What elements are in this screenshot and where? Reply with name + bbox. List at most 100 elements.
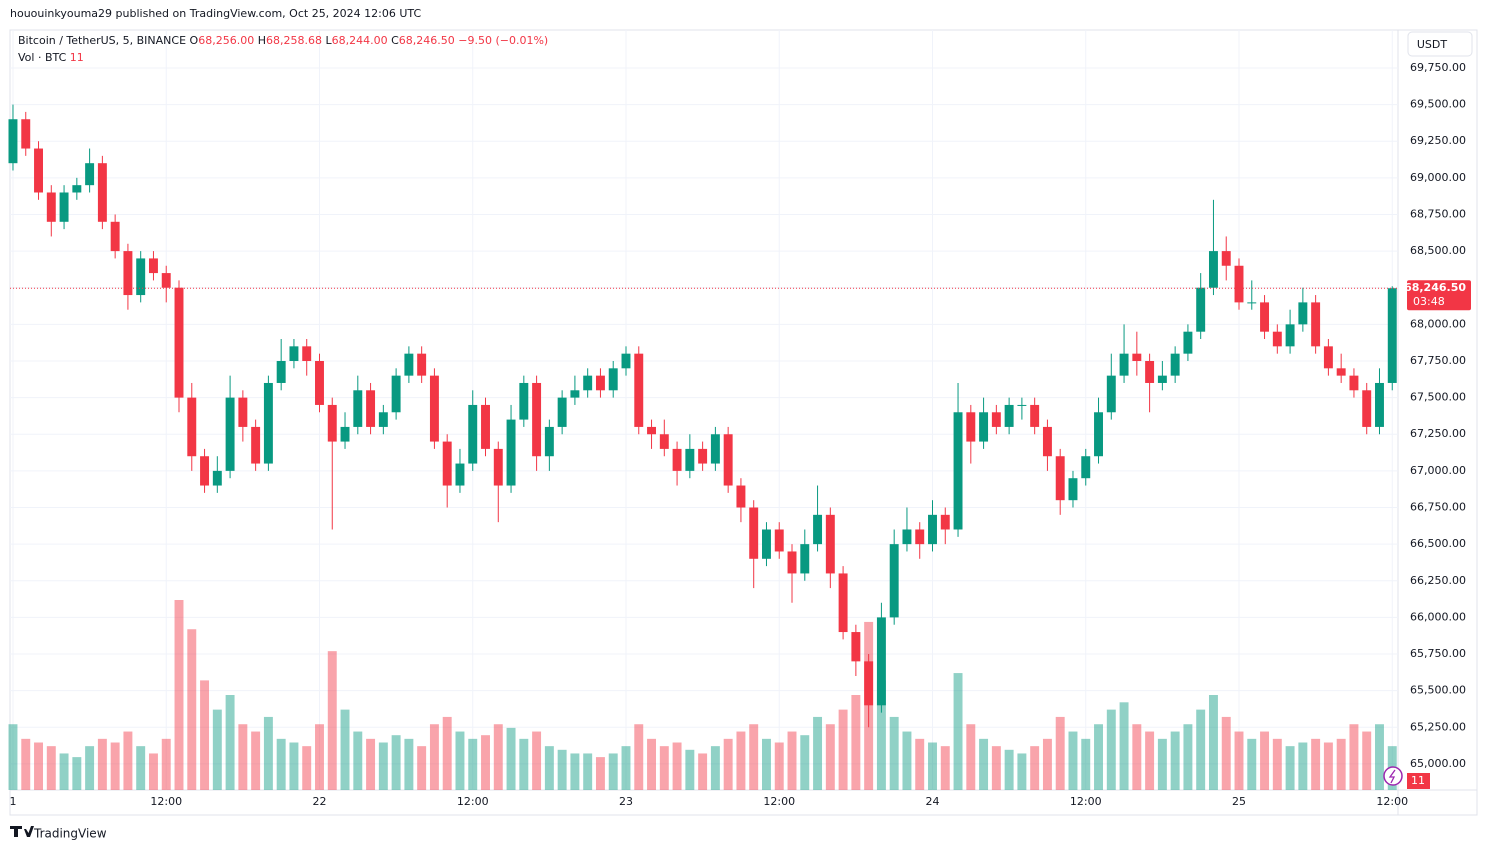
candle-body [647, 426, 657, 435]
last-price-label: 68,246.50 [1404, 281, 1466, 294]
l-key: L [325, 34, 332, 47]
volume-bar [1362, 731, 1372, 790]
volume-bar [187, 629, 197, 790]
candle-body [97, 163, 107, 222]
volume-bar [238, 724, 248, 790]
candle-body [1234, 265, 1244, 303]
candle-body [1208, 251, 1218, 288]
x-tick-label: 1 [9, 795, 16, 808]
candle-body [1132, 353, 1142, 361]
volume-layer [8, 600, 1397, 790]
candle-body [1017, 404, 1027, 406]
candle-body [979, 412, 989, 442]
candle-body [1042, 426, 1052, 457]
volume-bar [8, 724, 18, 790]
candle-body [519, 382, 529, 420]
candle-body [1375, 382, 1384, 427]
candle-body [953, 412, 963, 530]
volume-bar [825, 724, 835, 790]
h-key: H [257, 34, 266, 47]
volume-bar [251, 731, 261, 790]
candle-body [544, 426, 554, 457]
vol-label: Vol · BTC [18, 51, 67, 64]
volume-bar [123, 731, 133, 790]
currency-button[interactable] [1407, 31, 1473, 57]
candle-body [1030, 404, 1040, 427]
y-tick-label: 67,000.00 [1410, 464, 1466, 477]
candle-body [481, 404, 490, 449]
volume-bar [1157, 738, 1167, 790]
volume-bar [1375, 724, 1384, 790]
volume-bar [1272, 738, 1282, 790]
y-tick-label: 65,250.00 [1410, 720, 1466, 733]
candle-body [72, 185, 82, 193]
candle-body [315, 360, 324, 405]
y-tick-label: 68,000.00 [1410, 317, 1466, 330]
alert-icon[interactable] [1383, 766, 1403, 786]
volume-bar [1183, 724, 1193, 790]
candle-body [353, 390, 363, 427]
volume-bar [991, 746, 1001, 790]
volume-bar [532, 731, 542, 790]
y-tick-label: 65,500.00 [1410, 684, 1466, 697]
candle-body [1221, 251, 1231, 266]
candle-body [251, 426, 261, 464]
candle-body [1170, 353, 1180, 376]
volume-bar [583, 753, 593, 790]
candle-body [723, 434, 733, 486]
candle-body [583, 375, 593, 391]
candle-body [557, 397, 567, 427]
x-tick-label: 12:00 [1376, 795, 1408, 808]
volume-bar [557, 749, 567, 790]
c-value: 68,246.50 [398, 34, 455, 47]
candle-body [34, 148, 43, 193]
volume-bar [813, 716, 823, 790]
x-tick-label: 24 [925, 795, 939, 808]
volume-bar [1017, 753, 1027, 790]
candle-body [659, 434, 669, 449]
volume-bar [621, 746, 631, 790]
x-tick-label: 12:00 [763, 795, 795, 808]
volume-bar [659, 746, 669, 790]
volume-bar [1145, 731, 1155, 790]
candle-body [1298, 302, 1308, 325]
volume-bar [979, 738, 989, 790]
candle-body [391, 375, 401, 413]
volume-bar [174, 600, 184, 790]
candle-body [46, 192, 56, 222]
volume-bar [608, 753, 618, 790]
volume-bar [953, 673, 963, 790]
volume-bar [1349, 724, 1359, 790]
volume-bar [481, 735, 490, 790]
volume-bar [634, 724, 644, 790]
candle-body [1183, 331, 1193, 354]
candle-body [991, 412, 1001, 427]
volume-bar [97, 738, 107, 790]
volume-bar [263, 716, 273, 790]
candle-body [1119, 353, 1129, 376]
volume-bar [595, 757, 605, 790]
volume-bar [685, 749, 695, 790]
candle-body [289, 346, 299, 361]
x-tick-label: 23 [619, 795, 633, 808]
volume-bar [1042, 738, 1052, 790]
volume-bar [787, 731, 797, 790]
candle-body [455, 463, 465, 486]
x-tick-label: 12:00 [1070, 795, 1102, 808]
volume-bar [327, 651, 337, 790]
volume-bar [915, 738, 925, 790]
countdown: 03:48 [1413, 295, 1445, 308]
candle-body [825, 514, 835, 574]
volume-bar [493, 724, 503, 790]
candle-body [1004, 404, 1014, 427]
candle-body [59, 192, 69, 222]
x-tick-label: 12:00 [150, 795, 182, 808]
candle-body [698, 448, 708, 464]
volume-bar [647, 738, 657, 790]
volume-bar [570, 753, 580, 790]
volume-bar [1234, 731, 1244, 790]
volume-bar [749, 724, 759, 790]
volume-bar [966, 724, 976, 790]
candle-body [276, 360, 286, 383]
candle-body [200, 456, 210, 486]
